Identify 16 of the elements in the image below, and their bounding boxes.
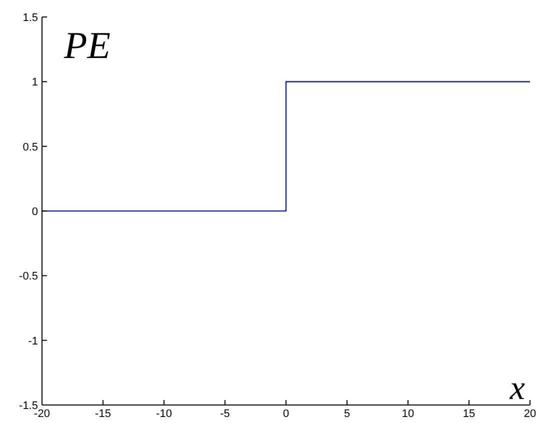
y-axis-title: PE	[63, 25, 110, 67]
y-tick-label: 0.5	[22, 141, 38, 154]
y-tick-label: -0.5	[19, 270, 38, 283]
x-axis-title: x	[508, 370, 525, 407]
x-tick-label: 20	[524, 408, 536, 420]
x-tick-label: 15	[462, 408, 476, 420]
x-tick-label: -5	[220, 408, 230, 420]
x-tick-label: 0	[282, 408, 290, 420]
y-tick-label: -1	[28, 335, 38, 348]
y-tick-label: 0	[32, 206, 38, 218]
y-tick-label: 1	[32, 76, 38, 89]
x-tick-label: -15	[95, 408, 111, 420]
y-tick-label: 1.5	[22, 12, 38, 24]
x-tick-label: 5	[344, 408, 350, 420]
x-tick-label: 10	[402, 408, 414, 420]
x-tick-label: -10	[156, 408, 172, 420]
